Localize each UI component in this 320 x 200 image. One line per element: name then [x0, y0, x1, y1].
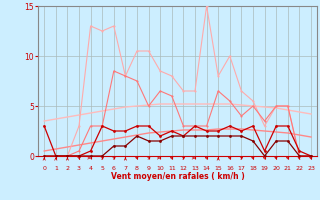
X-axis label: Vent moyen/en rafales ( km/h ): Vent moyen/en rafales ( km/h ) [111, 172, 244, 181]
